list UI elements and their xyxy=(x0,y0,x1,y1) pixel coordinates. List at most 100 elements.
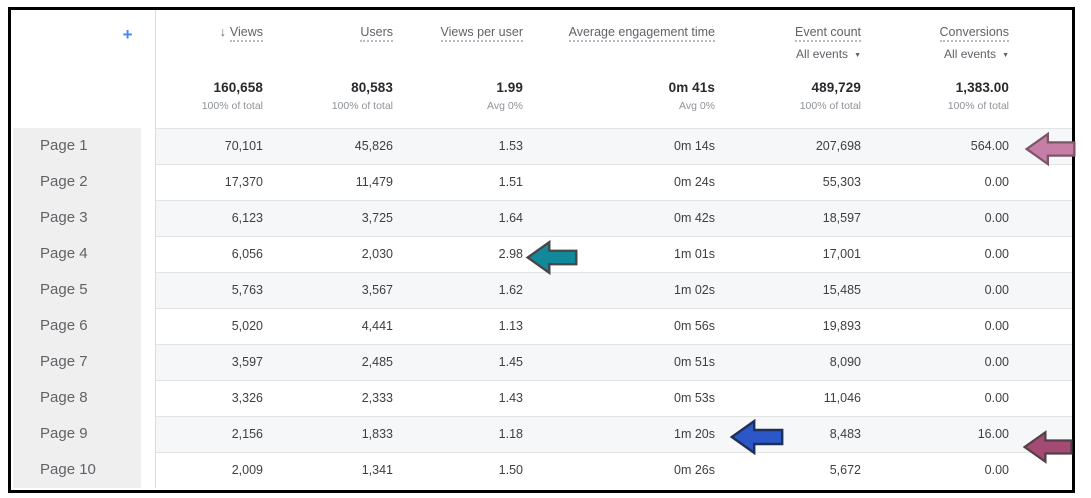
event-count-cell: 5,672 xyxy=(715,451,861,488)
views-cell: 17,370 xyxy=(155,163,265,200)
page-name: Page 4 xyxy=(40,245,88,262)
row-header-page: Page 2 xyxy=(11,164,156,200)
column-header-views-per-user[interactable]: Views per user xyxy=(393,10,523,66)
metrics-table: + ↓ Views Users Views per user Average en… xyxy=(11,10,1072,488)
page-name: Page 1 xyxy=(40,137,88,154)
conversions-cell: 0.00 xyxy=(861,307,1009,344)
row-header-page: Page 1 xyxy=(11,128,156,164)
users-cell: 11,479 xyxy=(265,163,393,200)
analytics-table-panel: + ↓ Views Users Views per user Average en… xyxy=(8,7,1075,493)
users-cell: 45,826 xyxy=(265,127,393,164)
page-name: Page 5 xyxy=(40,281,88,298)
chevron-down-icon: ▼ xyxy=(1002,52,1009,60)
users-cell: 1,341 xyxy=(265,451,393,488)
column-header-row: + ↓ Views Users Views per user Average en… xyxy=(11,10,1072,66)
users-cell: 3,567 xyxy=(265,271,393,308)
conversions-cell: 0.00 xyxy=(861,199,1009,236)
totals-event-count: 489,729 100% of total xyxy=(799,80,861,112)
column-label: Event count xyxy=(794,25,861,42)
users-cell: 1,833 xyxy=(265,415,393,452)
users-cell: 2,485 xyxy=(265,343,393,380)
avg-engagement-time-cell: 0m 56s xyxy=(523,307,715,344)
column-label: Average engagement time xyxy=(568,25,715,42)
row-header-page: Page 5 xyxy=(11,272,156,308)
totals-row-header xyxy=(11,66,156,128)
add-column-button[interactable]: + xyxy=(122,25,133,44)
row-header-page: Page 6 xyxy=(11,308,156,344)
event-count-filter-dropdown[interactable]: All events ▼ xyxy=(796,47,861,62)
spacer xyxy=(1009,163,1072,200)
views-cell: 6,123 xyxy=(155,199,265,236)
totals-views: 160,658 100% of total xyxy=(201,80,263,112)
table-row: Page 7 3,597 2,485 1.45 0m 51s 8,090 0.00 xyxy=(11,343,1072,380)
table-row: Page 4 6,056 2,030 2.98 1m 01s 17,001 0.00 xyxy=(11,235,1072,272)
spacer xyxy=(1009,379,1072,416)
views-cell: 3,597 xyxy=(155,343,265,380)
spacer xyxy=(1009,307,1072,344)
views-per-user-cell: 1.45 xyxy=(393,343,523,380)
column-header-avg-engagement-time[interactable]: Average engagement time xyxy=(523,10,715,66)
spacer xyxy=(1009,127,1072,164)
table-row: Page 6 5,020 4,441 1.13 0m 56s 19,893 0.00 xyxy=(11,307,1072,344)
column-header-conversions[interactable]: Conversions All events ▼ xyxy=(861,10,1009,66)
event-count-cell: 8,483 xyxy=(715,415,861,452)
page-name: Page 8 xyxy=(40,389,88,406)
row-header-page: Page 4 xyxy=(11,236,156,272)
page-name: Page 10 xyxy=(40,461,96,478)
spacer xyxy=(1009,199,1072,236)
page-name: Page 6 xyxy=(40,317,88,334)
table-row: Page 10 2,009 1,341 1.50 0m 26s 5,672 0.00 xyxy=(11,451,1072,488)
page-name: Page 7 xyxy=(40,353,88,370)
chevron-down-icon: ▼ xyxy=(854,52,861,60)
event-count-cell: 17,001 xyxy=(715,235,861,272)
views-cell: 3,326 xyxy=(155,379,265,416)
event-count-cell: 15,485 xyxy=(715,271,861,308)
event-count-cell: 11,046 xyxy=(715,379,861,416)
spacer xyxy=(1009,10,1072,66)
table-row: Page 9 2,156 1,833 1.18 1m 20s 8,483 16.00 xyxy=(11,415,1072,452)
users-cell: 3,725 xyxy=(265,199,393,236)
users-cell: 2,030 xyxy=(265,235,393,272)
event-count-cell: 8,090 xyxy=(715,343,861,380)
avg-engagement-time-cell: 0m 26s xyxy=(523,451,715,488)
conversions-cell: 0.00 xyxy=(861,451,1009,488)
row-header-page: Page 7 xyxy=(11,344,156,380)
table-body: Page 1 70,101 45,826 1.53 0m 14s 207,698 564.0… xyxy=(11,127,1072,488)
page-name: Page 3 xyxy=(40,209,88,226)
table-row: Page 3 6,123 3,725 1.64 0m 42s 18,597 0.00 xyxy=(11,199,1072,236)
column-label: Users xyxy=(360,25,393,42)
conversions-cell: 0.00 xyxy=(861,271,1009,308)
conversions-cell: 0.00 xyxy=(861,343,1009,380)
column-label: Conversions xyxy=(939,25,1009,42)
spacer xyxy=(1009,235,1072,272)
page-name: Page 2 xyxy=(40,173,88,190)
totals-avg-engagement-time: 0m 41s Avg 0% xyxy=(668,80,715,112)
spacer xyxy=(1009,451,1072,488)
spacer xyxy=(1009,66,1072,128)
conversions-cell: 16.00 xyxy=(861,415,1009,452)
table-row: Page 2 17,370 11,479 1.51 0m 24s 55,303 0.00 xyxy=(11,163,1072,200)
views-per-user-cell: 1.43 xyxy=(393,379,523,416)
conversions-filter-dropdown[interactable]: All events ▼ xyxy=(944,47,1009,62)
views-per-user-cell: 2.98 xyxy=(393,235,523,272)
column-label: Views per user xyxy=(440,25,523,42)
column-header-views[interactable]: ↓ Views xyxy=(155,10,265,66)
totals-views-per-user: 1.99 Avg 0% xyxy=(487,80,523,112)
totals-row: 160,658 100% of total 80,583 100% of tot… xyxy=(11,66,1072,128)
spacer xyxy=(1009,271,1072,308)
avg-engagement-time-cell: 0m 51s xyxy=(523,343,715,380)
views-per-user-cell: 1.50 xyxy=(393,451,523,488)
event-count-cell: 55,303 xyxy=(715,163,861,200)
table-row: Page 5 5,763 3,567 1.62 1m 02s 15,485 0.00 xyxy=(11,271,1072,308)
column-header-event-count[interactable]: Event count All events ▼ xyxy=(715,10,861,66)
conversions-cell: 0.00 xyxy=(861,379,1009,416)
row-header-page: Page 10 xyxy=(11,452,156,488)
views-cell: 5,020 xyxy=(155,307,265,344)
views-cell: 5,763 xyxy=(155,271,265,308)
views-per-user-cell: 1.13 xyxy=(393,307,523,344)
avg-engagement-time-cell: 0m 14s xyxy=(523,127,715,164)
column-label: Views xyxy=(229,25,263,42)
column-header-users[interactable]: Users xyxy=(265,10,393,66)
views-per-user-cell: 1.51 xyxy=(393,163,523,200)
page-name: Page 9 xyxy=(40,425,88,442)
